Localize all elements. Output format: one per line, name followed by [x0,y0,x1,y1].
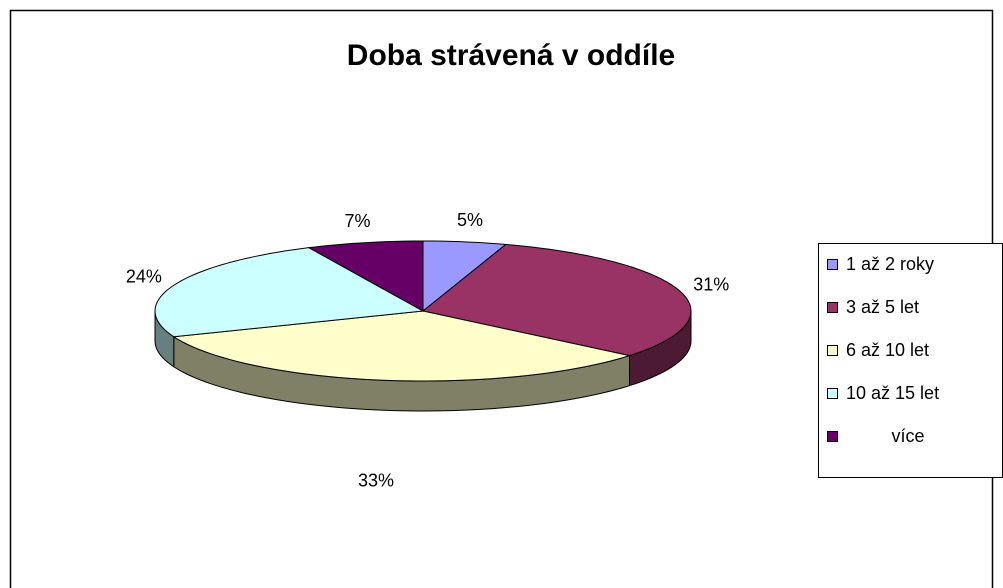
legend-label: 6 až 10 let [846,340,929,360]
legend-label: 1 až 2 roky [846,254,934,274]
data-label: 5% [457,210,483,230]
legend-label: více [891,426,924,446]
legend-label: 10 až 15 let [846,383,939,403]
legend [818,243,1003,478]
legend-swatch [827,431,838,442]
data-label: 24% [126,266,162,286]
pie-slice [154,247,425,338]
data-label: 33% [358,471,394,491]
pie-slice [422,240,508,313]
legend-label: 3 až 5 let [846,297,919,317]
legend-swatch [827,388,838,399]
legend-swatch [827,302,838,313]
data-label: 7% [345,211,371,231]
chart-title: Doba strávená v oddíle [347,39,675,72]
data-label: 31% [693,274,729,294]
legend-swatch [827,345,838,356]
pie-slice [172,310,632,382]
legend-swatch [827,259,838,270]
pie-slice [307,240,424,312]
pie-slice [421,243,692,357]
